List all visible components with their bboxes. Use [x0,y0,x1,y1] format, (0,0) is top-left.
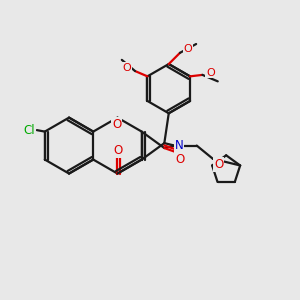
Text: O: O [122,62,131,73]
Text: O: O [184,44,193,54]
Text: O: O [112,118,122,130]
Text: O: O [175,153,184,167]
Text: Cl: Cl [24,124,35,136]
Text: O: O [206,68,215,77]
Text: O: O [214,158,223,171]
Text: O: O [113,144,123,157]
Text: N: N [175,139,183,152]
